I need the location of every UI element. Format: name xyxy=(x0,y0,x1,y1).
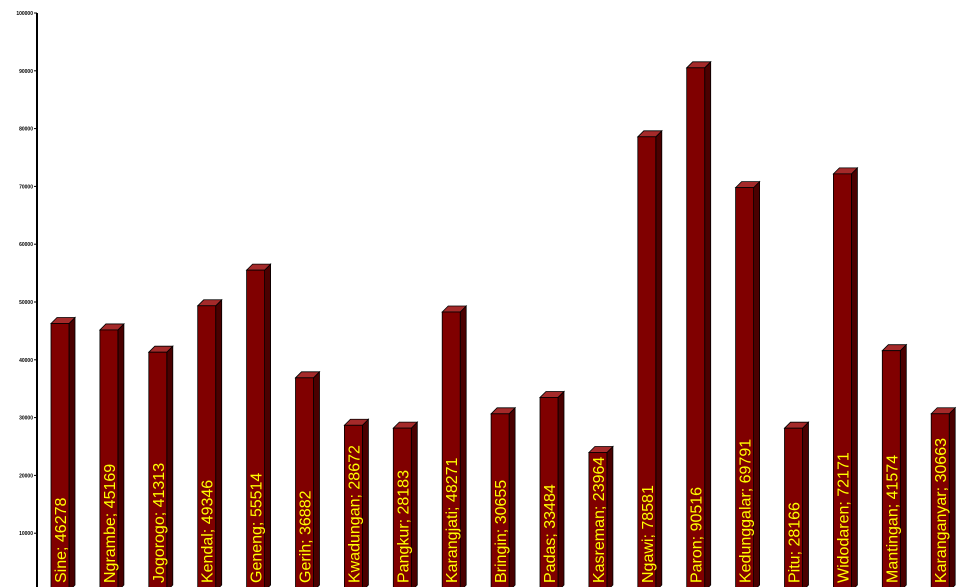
data-label: Kasreman; 23964 xyxy=(591,457,608,583)
bar-front xyxy=(343,424,363,587)
bar-front xyxy=(246,269,266,587)
data-label: Widodaren; 72171 xyxy=(835,452,852,583)
data-label: Paron; 90516 xyxy=(689,487,706,583)
data-label: Karanganyar; 30663 xyxy=(933,438,950,583)
y-tick-label: 10000 xyxy=(19,531,33,537)
bar xyxy=(98,322,125,587)
bar-front xyxy=(50,323,70,587)
bar-front xyxy=(637,136,657,587)
bar xyxy=(539,390,565,587)
data-label: Karangjati; 48271 xyxy=(444,457,461,583)
bar xyxy=(50,316,76,587)
data-label: Padas; 33484 xyxy=(542,484,559,583)
data-label: Kedunggalar; 69791 xyxy=(738,439,755,583)
bar-front xyxy=(833,173,852,587)
bar-front xyxy=(197,305,217,587)
y-tick-label: 90000 xyxy=(19,69,33,75)
data-label: Geneng; 55514 xyxy=(249,473,266,583)
y-axis: 10000 20000 30000 40000 50000 60000 70000 80000… xyxy=(16,11,38,587)
data-label: Kwadungan; 28672 xyxy=(346,445,363,583)
bar-front xyxy=(686,67,706,587)
data-label: Gerih; 36882 xyxy=(298,490,315,583)
bar xyxy=(441,305,468,587)
bar-front xyxy=(735,187,754,587)
bar-front xyxy=(881,350,901,587)
data-label: Sine; 46278 xyxy=(53,497,70,583)
bar-front xyxy=(490,413,510,587)
bar xyxy=(685,60,712,587)
bar xyxy=(490,406,517,587)
bar-front xyxy=(392,427,412,587)
bar xyxy=(392,421,419,587)
bar-front xyxy=(539,397,559,587)
data-label: Pitu; 28166 xyxy=(787,502,804,583)
bar xyxy=(734,180,761,587)
bar-front xyxy=(784,427,803,587)
data-label: Mantingan; 41574 xyxy=(884,455,901,583)
bar xyxy=(587,445,614,587)
bar xyxy=(832,166,859,587)
bar-front xyxy=(295,377,314,587)
data-label: Kendal; 49346 xyxy=(200,480,217,583)
bars-group xyxy=(50,60,957,587)
bar-front xyxy=(930,413,950,587)
data-label: Pangkur; 28183 xyxy=(395,470,412,583)
y-tick-label: 40000 xyxy=(19,358,33,364)
bar xyxy=(343,418,370,587)
bar-front xyxy=(588,452,608,587)
y-tick-label: 100000 xyxy=(16,11,33,17)
bar xyxy=(930,406,957,587)
bar xyxy=(147,345,174,587)
data-label: Ngrambe; 45169 xyxy=(102,464,119,583)
y-tick-label: 30000 xyxy=(19,416,33,422)
bar xyxy=(294,370,321,587)
y-tick-label: 80000 xyxy=(19,127,33,133)
y-tick-label: 70000 xyxy=(19,184,33,190)
bar-front xyxy=(99,329,119,587)
data-labels-group: Sine; 46278 Ngrambe; 45169 Jogorogo; 41313… xyxy=(53,438,950,583)
data-label: Bringin; 30655 xyxy=(493,480,510,583)
bar xyxy=(196,298,223,587)
bar xyxy=(245,263,272,587)
bar-front xyxy=(441,311,461,587)
data-label: Jogorogo; 41313 xyxy=(151,463,168,583)
y-tick-label: 50000 xyxy=(19,300,33,306)
bar xyxy=(636,129,663,587)
data-label: Ngawi; 78581 xyxy=(640,485,657,583)
y-tick-label: 60000 xyxy=(19,242,33,248)
bar xyxy=(881,343,908,587)
bar xyxy=(783,421,810,587)
y-tick-label: 20000 xyxy=(19,473,33,479)
bar-front xyxy=(148,351,168,587)
